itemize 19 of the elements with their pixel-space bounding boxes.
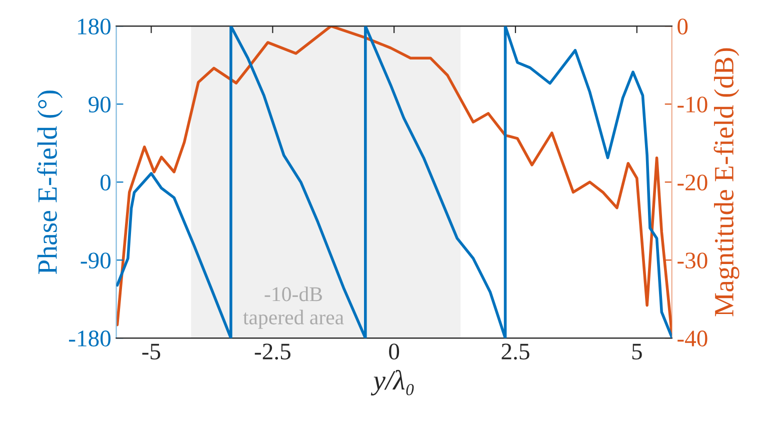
y2-tick-label: -20: [678, 174, 708, 191]
y-tick-label: 0: [100, 174, 111, 191]
y2-tick-label: 0: [678, 18, 688, 35]
y2-tick-label: -10: [678, 96, 708, 113]
x-tick-label: 5: [632, 344, 642, 360]
y2-tick-label: -40: [678, 330, 708, 346]
y2-axis-title: Magntitude E-field (dB): [714, 48, 740, 316]
x-tick-label: 2.5: [502, 344, 530, 360]
x-axis-title: y/λ₀: [370, 370, 414, 396]
y-axis-title: Phase E-field (°): [37, 90, 63, 274]
x-tick-label: -2.5: [254, 344, 290, 360]
x-tick-label: 0: [389, 344, 400, 360]
y-tick-label: -90: [80, 252, 111, 268]
y2-tick-label: -30: [678, 252, 708, 268]
band-label: -10-dB tapered area: [243, 286, 344, 329]
y-tick-label: 90: [88, 96, 111, 113]
y-tick-label: -180: [69, 330, 111, 346]
x-tick-label: -5: [142, 344, 160, 360]
y-tick-label: 180: [78, 18, 111, 35]
